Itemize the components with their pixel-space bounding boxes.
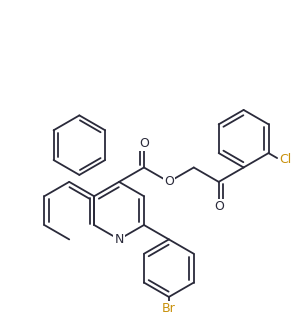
Text: N: N <box>114 233 124 246</box>
Text: O: O <box>164 175 174 188</box>
Text: O: O <box>214 200 224 213</box>
Text: O: O <box>139 137 149 149</box>
Text: Cl: Cl <box>279 152 291 166</box>
Text: Br: Br <box>162 302 176 315</box>
